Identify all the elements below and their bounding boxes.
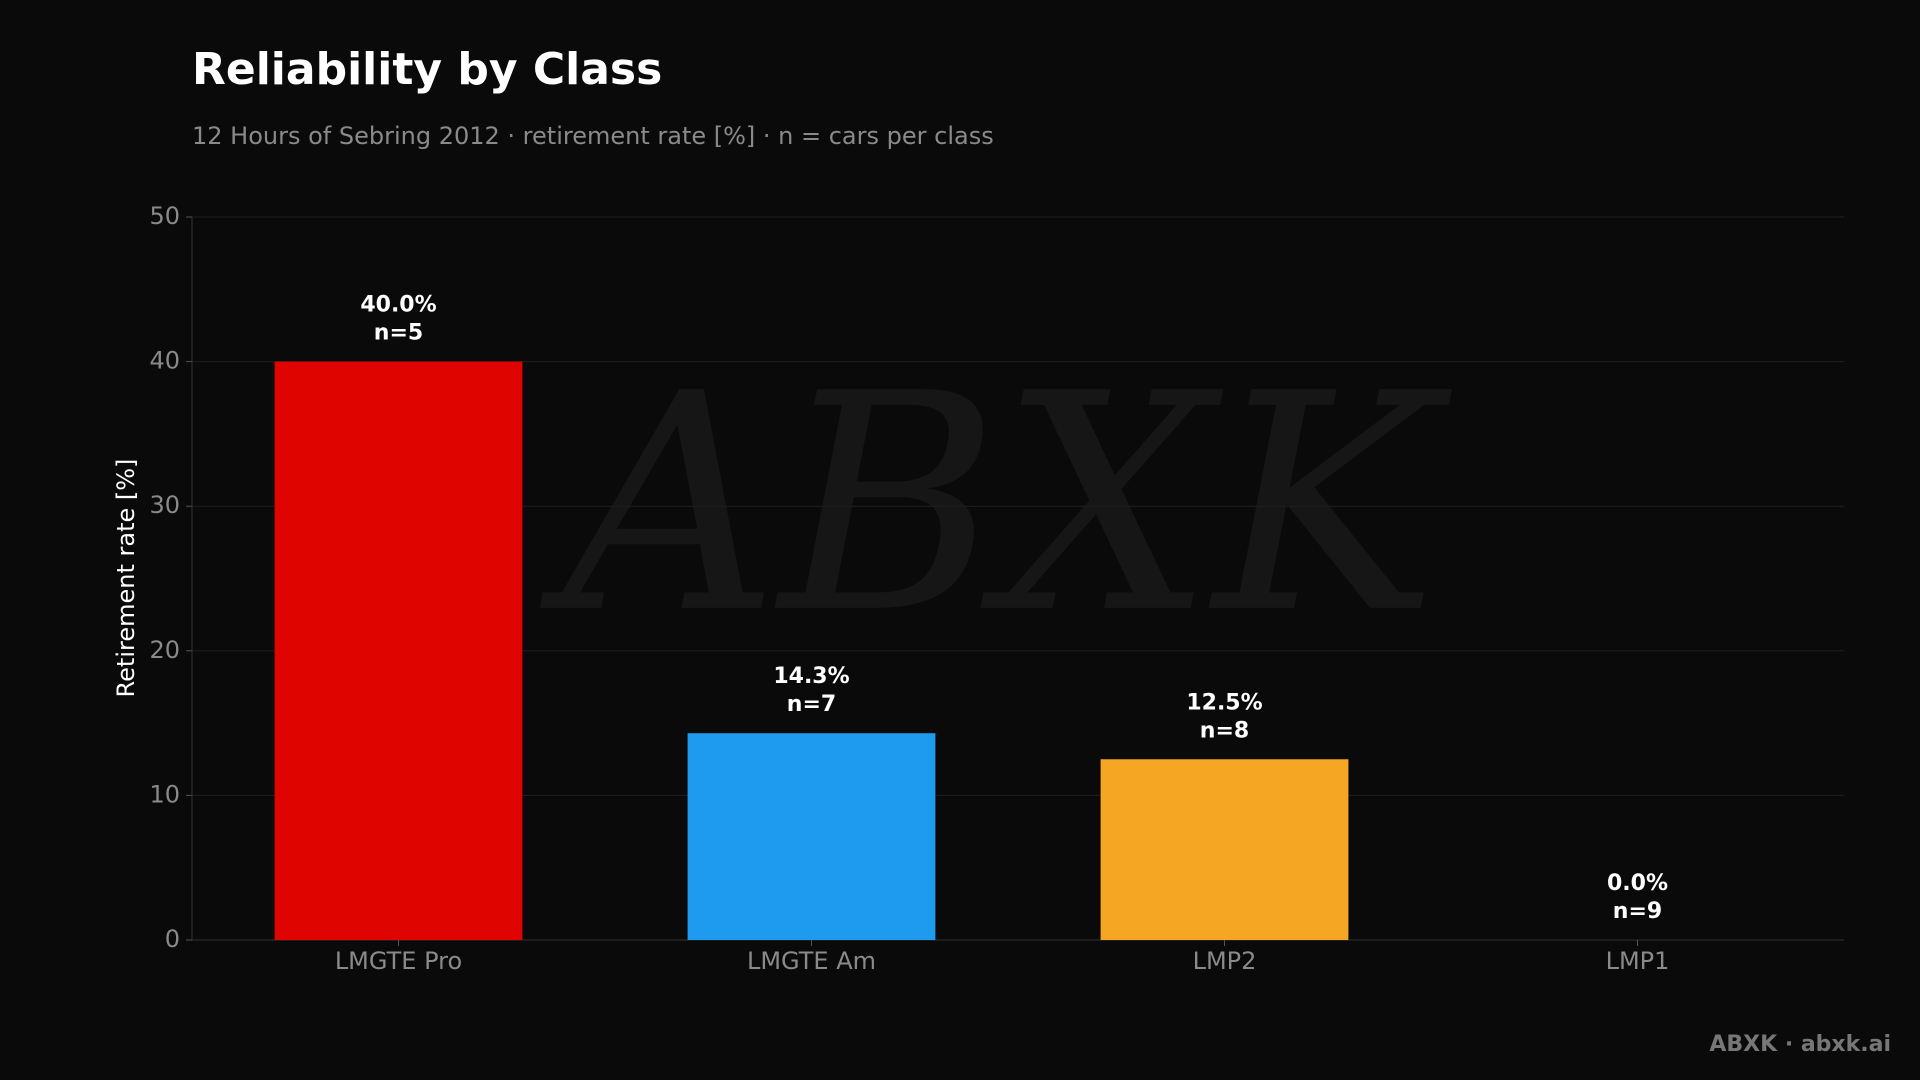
watermark: ABXK	[539, 330, 1452, 679]
chart-subtitle: 12 Hours of Sebring 2012 · retirement ra…	[192, 122, 994, 150]
count-label: n=9	[1613, 899, 1662, 924]
bar	[274, 361, 523, 941]
x-tick-label: LMGTE Am	[747, 947, 876, 975]
footer: ABXK · abxk.ai	[1709, 1032, 1891, 1057]
x-tick-label: LMP1	[1606, 947, 1670, 975]
chart-title: Reliability by Class	[192, 44, 662, 95]
bar	[1100, 759, 1349, 940]
count-label: n=5	[374, 321, 423, 346]
y-tick-label: 30	[149, 491, 180, 519]
count-label: n=7	[787, 692, 836, 717]
value-label: 14.3%	[773, 664, 849, 689]
y-tick-label: 40	[149, 347, 180, 375]
y-tick-label: 0	[165, 925, 180, 953]
value-label: 40.0%	[360, 293, 436, 318]
value-label: 12.5%	[1186, 690, 1262, 715]
value-label: 0.0%	[1607, 871, 1668, 896]
x-tick-label: LMGTE Pro	[335, 947, 462, 975]
bar	[687, 733, 936, 940]
y-tick-label: 50	[149, 202, 180, 230]
y-tick-label: 10	[149, 780, 180, 808]
x-tick-label: LMP2	[1193, 947, 1257, 975]
count-label: n=8	[1200, 718, 1249, 743]
y-tick-label: 20	[149, 636, 180, 664]
y-axis-label: Retirement rate [%]	[112, 459, 140, 698]
